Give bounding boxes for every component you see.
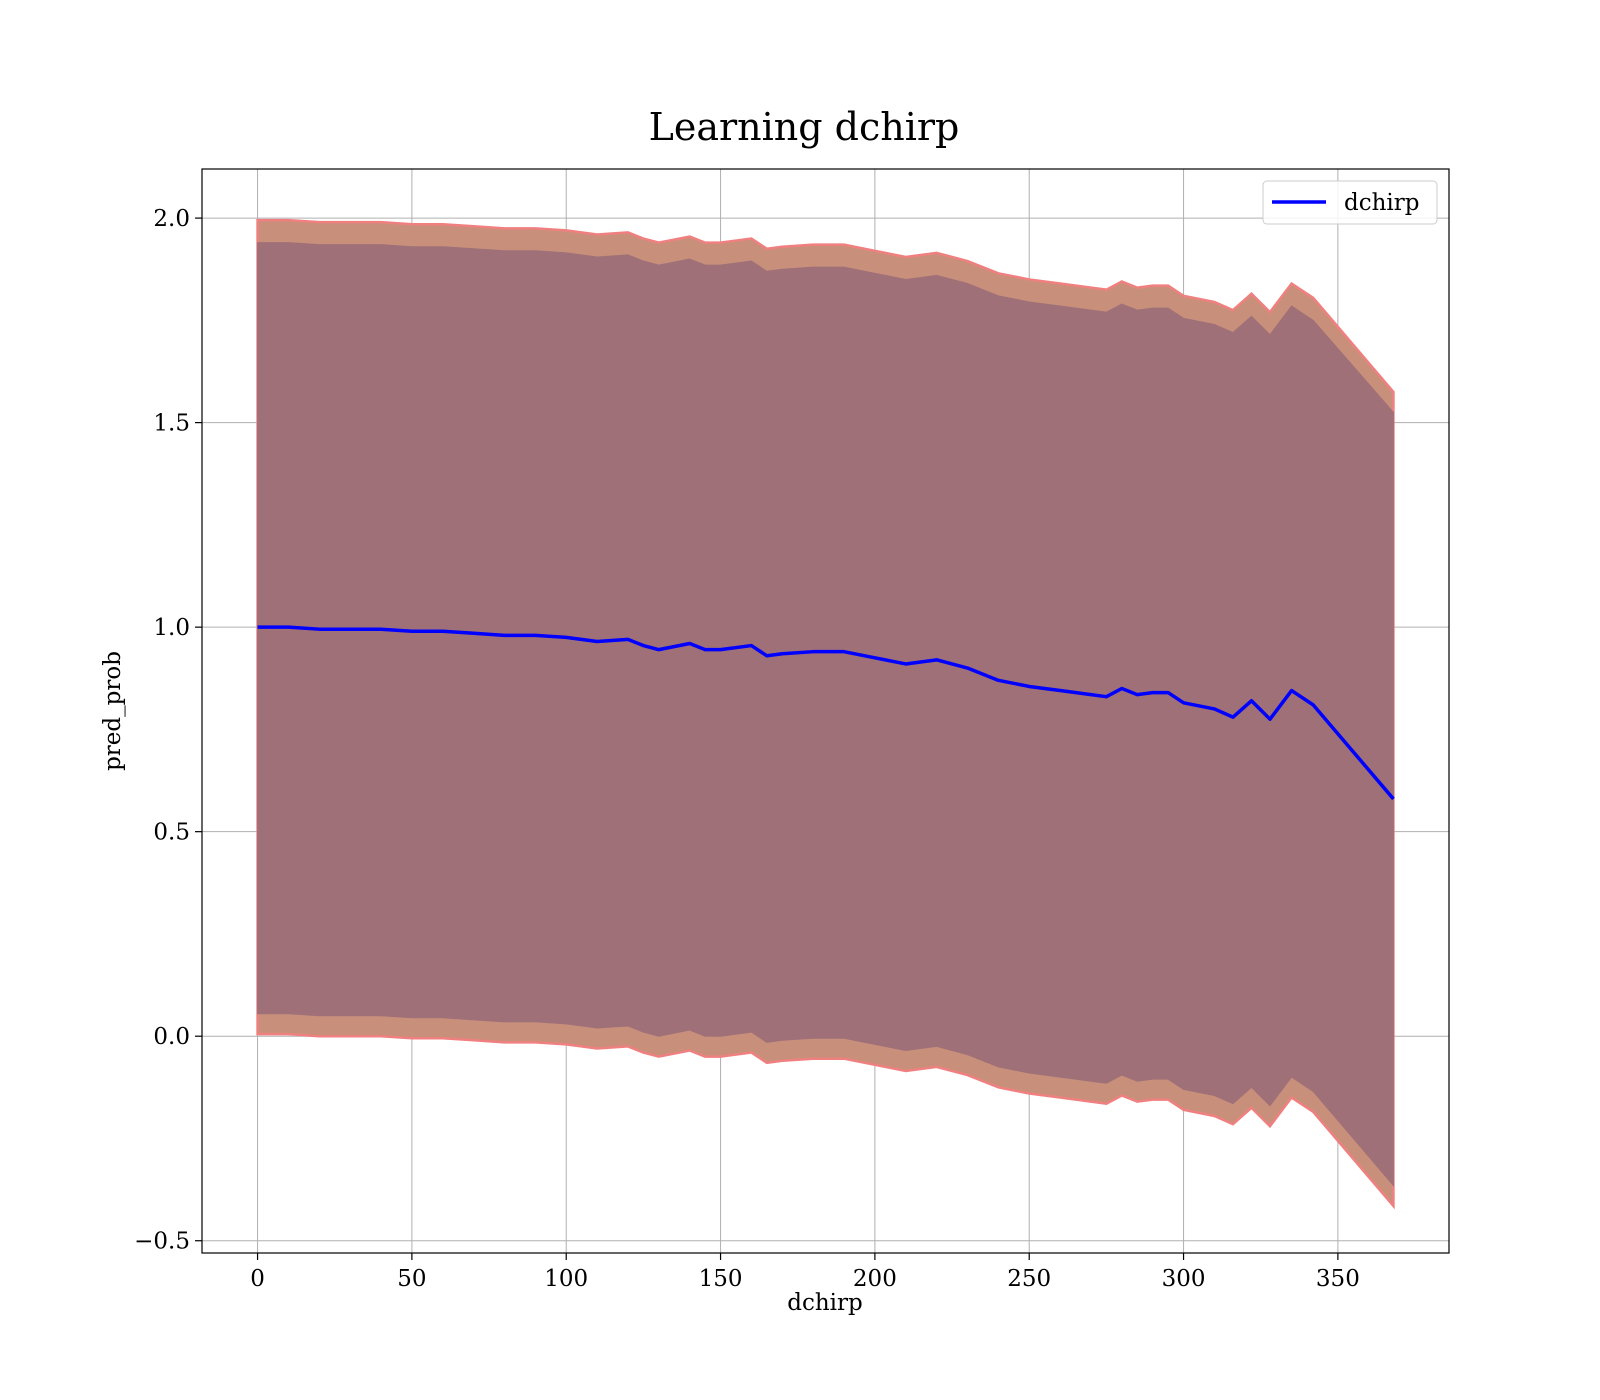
y-tick-label: −0.5: [134, 1229, 190, 1255]
y-tick-label: 0.5: [153, 820, 190, 846]
plot-frame: [201, 168, 1450, 1254]
y-tick-label: 0.0: [153, 1024, 190, 1050]
legend-box: [1262, 180, 1438, 225]
series-lines: [257, 625, 1395, 801]
x-tick-label: 50: [397, 1266, 426, 1292]
x-axis-label: dchirp: [787, 1290, 863, 1316]
x-tick-label: 300: [1162, 1266, 1206, 1292]
axis-ticks: 0 50 100 150 200 250 300 350 −0.5 0.0 0.5 1.0 1.5 2.0: [134, 206, 1360, 1292]
y-tick-label: 1.0: [153, 615, 190, 641]
chart-title: Learning dchirp: [649, 105, 960, 149]
legend: dchirp: [1262, 180, 1438, 225]
y-tick-label: 2.0: [153, 206, 190, 232]
x-tick-label: 150: [699, 1266, 743, 1292]
x-tick-label: 0: [250, 1266, 265, 1292]
x-tick-label: 250: [1007, 1266, 1051, 1292]
legend-entry-label: dchirp: [1344, 190, 1420, 216]
y-tick-label: 1.5: [153, 411, 190, 437]
y-axis-label: pred_prob: [100, 651, 126, 771]
x-tick-label: 200: [853, 1266, 897, 1292]
x-tick-label: 350: [1316, 1266, 1360, 1292]
confidence-bands: [256, 218, 1395, 1210]
inner-confidence-band: [257, 242, 1394, 1187]
series-line-dchirp: [257, 625, 1395, 801]
x-tick-label: 100: [544, 1266, 588, 1292]
